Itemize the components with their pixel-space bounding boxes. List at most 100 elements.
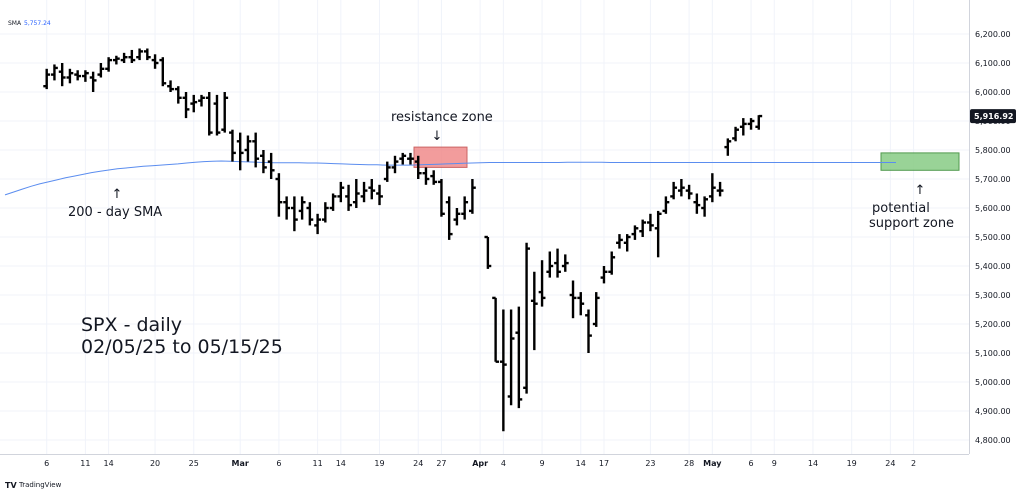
ohlc-bar [345, 184, 352, 211]
x-tick-label: 11 [313, 459, 323, 468]
ohlc-bar [198, 94, 205, 107]
y-tick-label: 4,900.00 [975, 407, 1011, 416]
x-tick-label: 24 [885, 459, 895, 468]
support-label-line1: potential [872, 201, 930, 216]
ohlc-bar [414, 155, 422, 179]
ohlc-bar [677, 179, 685, 197]
ohlc-bar [530, 271, 538, 351]
ohlc-bar [143, 48, 151, 61]
y-tick-label: 5,400.00 [975, 262, 1011, 271]
tradingview-logo[interactable]: TV TradingView [5, 481, 62, 490]
ohlc-bar [120, 52, 128, 63]
ohlc-bar [74, 70, 82, 81]
ohlc-bar [445, 196, 453, 240]
ohlc-bar [128, 49, 136, 63]
chart-subtitle: 02/05/25 to 05/15/25 [81, 336, 283, 358]
ohlc-bar [213, 94, 221, 136]
ohlc-bar [407, 152, 414, 165]
ohlc-bar [546, 251, 554, 278]
ohlc-bar [507, 309, 515, 406]
x-tick-label: May [703, 459, 722, 468]
ohlc-bar [275, 173, 283, 217]
ohlc-bar [469, 179, 476, 214]
y-tick-label: 6,000.00 [975, 88, 1011, 97]
ohlc-bar [747, 118, 755, 130]
ohlc-bar [221, 92, 229, 133]
x-tick-label: 14 [576, 459, 586, 468]
ohlc-bar [97, 63, 105, 78]
ohlc-bar [569, 280, 577, 319]
ohlc-bar [260, 150, 267, 174]
x-tick-label: 14 [808, 459, 818, 468]
ohlc-bar [43, 68, 51, 90]
ohlc-bar [82, 70, 89, 82]
ohlc-bar [229, 129, 236, 162]
ohlc-bar [252, 132, 260, 168]
ohlc-bar [492, 296, 500, 363]
price-axis[interactable]: 6,200.006,100.006,000.005,900.005,800.00… [975, 30, 1011, 445]
y-tick-label: 5,000.00 [975, 378, 1011, 387]
y-tick-label: 5,700.00 [975, 175, 1011, 184]
ohlc-bar [577, 292, 585, 316]
ohlc-bar [422, 167, 430, 185]
y-tick-label: 5,100.00 [975, 349, 1011, 358]
ohlc-bar [523, 242, 530, 394]
ohlc-bar [306, 202, 314, 226]
ohlc-bar [716, 181, 724, 197]
ohlc-bar [383, 161, 391, 182]
x-tick-label: 28 [684, 459, 694, 468]
ohlc-bar [453, 208, 461, 226]
time-axis[interactable]: 6 11 14 20 25 Mar 6 11 14 19 24 27 Apr 4 9 14 17 23 28 May 6… [44, 459, 916, 468]
ohlc-bar [585, 309, 592, 353]
ohlc-bar [685, 184, 693, 200]
ohlc-bar [368, 179, 376, 200]
ohlc-bar [314, 213, 321, 235]
ohlc-bar [561, 254, 569, 272]
sma-annotation: 200 - day SMA [68, 205, 162, 220]
tv-logo-text: TradingView [18, 481, 62, 489]
ohlc-bar [755, 114, 763, 130]
ohlc-bar [708, 173, 716, 203]
ohlc-bar [732, 126, 739, 142]
ohlc-bar [631, 225, 639, 240]
ohlc-bar [639, 219, 647, 237]
ohlc-bar [337, 181, 345, 203]
y-tick-label: 5,800.00 [975, 146, 1011, 155]
x-tick-label: Apr [472, 459, 488, 468]
ohlc-bar [174, 86, 182, 104]
ohlc-bar [167, 80, 174, 92]
chart-title: SPX - daily [81, 314, 182, 336]
sma-200-line [4, 160, 896, 196]
y-tick-label: 5,500.00 [975, 233, 1011, 242]
ohlc-bar [112, 55, 120, 65]
ohlc-bar [623, 234, 631, 252]
ohlc-bar [236, 132, 244, 171]
resistance-zone-box [413, 146, 468, 168]
ohlc-bar [499, 309, 507, 432]
sma-legend-value: 5,757.24 [24, 20, 51, 27]
ohlc-bar [105, 57, 113, 72]
ohlc-bar [670, 181, 678, 200]
ohlc-bar [654, 210, 662, 258]
resistance-arrow: ↓ [432, 129, 443, 144]
ohlc-bar [592, 292, 600, 327]
y-tick-label: 6,100.00 [975, 59, 1011, 68]
ohlc-bar [360, 181, 368, 203]
y-tick-label: 5,200.00 [975, 320, 1011, 329]
sma-arrow: ↑ [112, 187, 123, 202]
ohlc-bar [399, 152, 407, 165]
ohlc-bar [647, 213, 654, 232]
x-tick-label: 19 [847, 459, 857, 468]
ohlc-bar [438, 179, 445, 217]
x-tick-label: 4 [501, 459, 506, 468]
support-zone-box [880, 152, 960, 171]
ohlc-bar [693, 193, 701, 214]
x-tick-label: 25 [189, 459, 199, 468]
ohlc-bar [484, 235, 492, 269]
ohlc-bar [290, 196, 298, 232]
ohlc-bar [298, 196, 306, 220]
ohlc-bar [190, 94, 198, 113]
ohlc-bar [205, 92, 213, 136]
